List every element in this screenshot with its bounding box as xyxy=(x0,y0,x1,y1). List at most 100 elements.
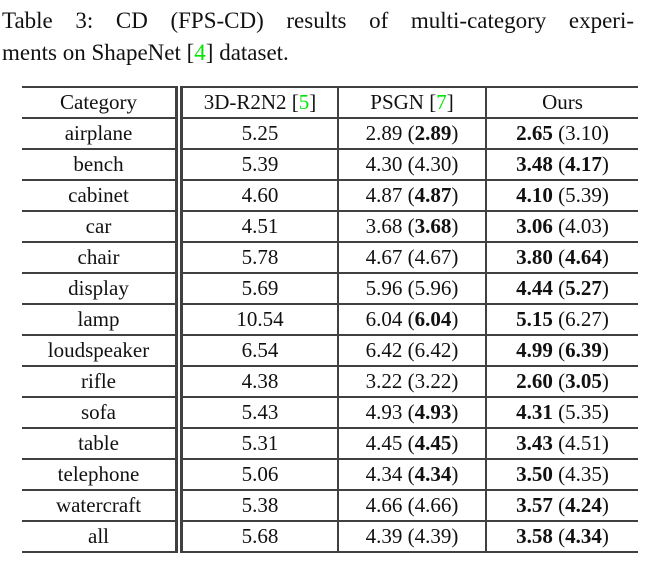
cd-value: 5.06 xyxy=(241,462,279,487)
cd-value: 4.51 xyxy=(241,214,279,239)
paren: ) xyxy=(451,121,459,146)
cd-value: 4.39 xyxy=(365,524,403,549)
paren: ) xyxy=(601,400,609,425)
psgn-cell: 3.22 (3.22) xyxy=(337,366,486,399)
category-label: lamp xyxy=(77,307,120,332)
cd-value: 4.31 xyxy=(516,400,553,425)
citation-link-7[interactable]: 7 xyxy=(436,90,447,115)
citation-link-5[interactable]: 5 xyxy=(298,90,310,115)
cd-value: 4.34 xyxy=(365,462,403,487)
r2n2-cd-cell: 5.69 xyxy=(179,273,338,306)
paren: ) xyxy=(451,307,459,332)
cd-value: 5.15 xyxy=(516,307,553,332)
category-cell: telephone xyxy=(22,459,183,492)
category-label: sofa xyxy=(81,400,116,425)
table-row: table 5.31 4.45 (4.45) 3.43 (4.51) xyxy=(22,428,638,461)
paren: ( xyxy=(558,338,566,363)
citation-bracket: ] xyxy=(205,40,214,66)
paren: ( xyxy=(407,183,415,208)
paren: ) xyxy=(601,121,609,146)
psgn-cell: 4.30 (4.30) xyxy=(337,149,486,182)
paren: ) xyxy=(601,493,609,518)
category-label: chair xyxy=(77,245,120,270)
fps-cd-value: 2.89 xyxy=(414,121,452,146)
category-cell: chair xyxy=(22,242,183,275)
cd-value: 3.06 xyxy=(516,214,553,239)
fps-cd-value: 4.34 xyxy=(414,462,452,487)
r2n2-cd-cell: 5.68 xyxy=(179,521,338,554)
paren: ( xyxy=(558,369,566,394)
cd-value: 4.93 xyxy=(365,400,403,425)
ours-cell: 3.80 (4.64) xyxy=(485,242,638,275)
fps-cd-value: 4.03 xyxy=(565,214,602,239)
category-label: rifle xyxy=(81,369,116,394)
paren: ( xyxy=(558,462,566,487)
ours-cell: 4.10 (5.39) xyxy=(485,180,638,213)
cd-value: 5.78 xyxy=(241,245,279,270)
citation-bracket: ] xyxy=(446,90,454,115)
paren: ( xyxy=(558,183,566,208)
ours-cell: 3.06 (4.03) xyxy=(485,211,638,244)
table-row: telephone 5.06 4.34 (4.34) 3.50 (4.35) xyxy=(22,459,638,492)
cd-value: 6.42 xyxy=(365,338,403,363)
header-row: Category 3D-R2N2 [5] PSGN [7] Ours xyxy=(22,86,638,120)
category-cell: sofa xyxy=(22,397,183,430)
r2n2-cd-cell: 5.38 xyxy=(179,490,338,523)
r2n2-cd-cell: 5.31 xyxy=(179,428,338,461)
fps-cd-value: 5.39 xyxy=(565,183,602,208)
table-row: lamp 10.54 6.04 (6.04) 5.15 (6.27) xyxy=(22,304,638,337)
paren: ) xyxy=(451,400,459,425)
category-label: display xyxy=(68,276,129,301)
r2n2-cd-cell: 5.25 xyxy=(179,118,338,151)
table-caption: Table 3: CD (FPS-CD) results of multi-ca… xyxy=(2,5,634,69)
cd-value: 2.89 xyxy=(365,121,403,146)
cd-value: 4.66 xyxy=(365,493,403,518)
psgn-cell: 4.39 (4.39) xyxy=(337,521,486,554)
psgn-cell: 5.96 (5.96) xyxy=(337,273,486,306)
ours-cell: 2.60 (3.05) xyxy=(485,366,638,399)
r2n2-cd-cell: 5.78 xyxy=(179,242,338,275)
cd-value: 4.67 xyxy=(365,245,403,270)
paren: ( xyxy=(407,276,415,301)
fps-cd-value: 3.68 xyxy=(414,214,452,239)
psgn-cell: 4.34 (4.34) xyxy=(337,459,486,492)
category-label: airplane xyxy=(64,121,133,146)
r2n2-cd-cell: 6.54 xyxy=(179,335,338,368)
ours-cell: 3.50 (4.35) xyxy=(485,459,638,492)
cd-value: 3.57 xyxy=(516,493,553,518)
table-row: bench 5.39 4.30 (4.30) 3.48 (4.17) xyxy=(22,149,638,182)
paren: ) xyxy=(601,152,609,177)
r2n2-cd-cell: 5.39 xyxy=(179,149,338,182)
category-cell: all xyxy=(22,521,183,554)
citation-link-4[interactable]: 4 xyxy=(194,40,206,66)
psgn-cell: 4.45 (4.45) xyxy=(337,428,486,461)
fps-cd-value: 6.27 xyxy=(565,307,602,332)
category-label: loudspeaker xyxy=(47,338,150,363)
paren: ( xyxy=(407,121,415,146)
category-cell: watercraft xyxy=(22,490,183,523)
caption-text-before: ments on ShapeNet xyxy=(2,40,187,66)
category-cell: lamp xyxy=(22,304,183,337)
category-label: table xyxy=(78,431,119,456)
paren: ( xyxy=(407,369,415,394)
paren: ) xyxy=(601,524,609,549)
cd-value: 3.80 xyxy=(516,245,553,270)
paren: ( xyxy=(407,400,415,425)
cd-value: 5.43 xyxy=(241,400,279,425)
ours-cell: 4.44 (5.27) xyxy=(485,273,638,306)
header-label: 3D-R2N2 xyxy=(203,90,287,115)
cd-value: 6.54 xyxy=(241,338,279,363)
paren: ( xyxy=(407,214,415,239)
col-header-3d-r2n2: 3D-R2N2 [5] xyxy=(179,86,338,120)
paren: ) xyxy=(451,462,459,487)
psgn-cell: 4.66 (4.66) xyxy=(337,490,486,523)
psgn-cell: 6.04 (6.04) xyxy=(337,304,486,337)
psgn-cell: 3.68 (3.68) xyxy=(337,211,486,244)
r2n2-cd-cell: 10.54 xyxy=(179,304,338,337)
table-row: car 4.51 3.68 (3.68) 3.06 (4.03) xyxy=(22,211,638,244)
fps-cd-value: 4.64 xyxy=(565,245,602,270)
table-row: display 5.69 5.96 (5.96) 4.44 (5.27) xyxy=(22,273,638,306)
paren: ) xyxy=(451,369,459,394)
category-cell: table xyxy=(22,428,183,461)
caption-line-1: Table 3: CD (FPS-CD) results of multi-ca… xyxy=(2,8,634,33)
